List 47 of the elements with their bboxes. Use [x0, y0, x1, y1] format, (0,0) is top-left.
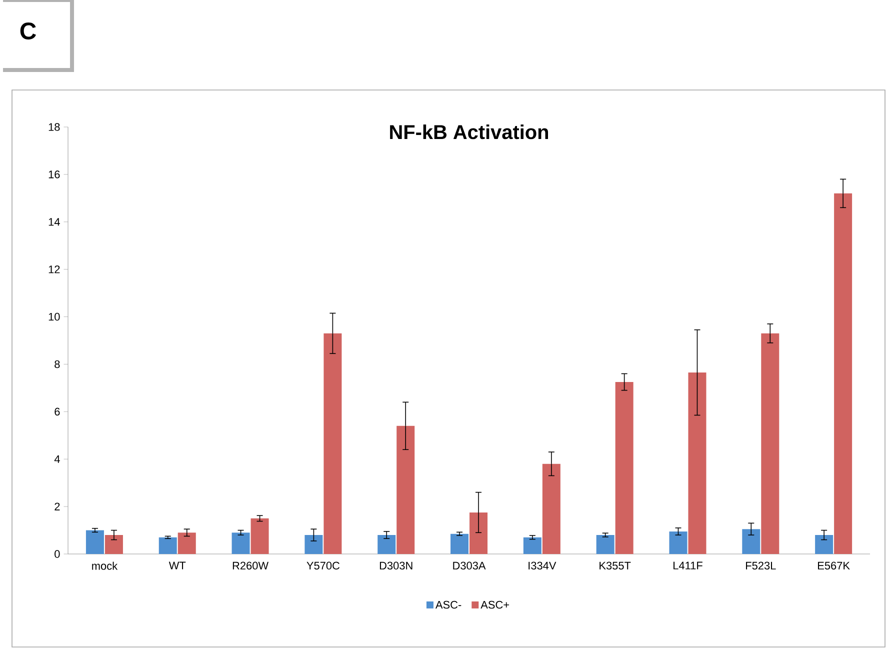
- x-tick-label: WT: [168, 562, 186, 570]
- y-tick-label: 18: [48, 123, 60, 131]
- bar: [761, 333, 780, 554]
- text: C: [20, 22, 36, 40]
- bar: [688, 372, 706, 554]
- bar: [834, 193, 852, 554]
- x-tick-label: L411F: [674, 562, 702, 570]
- x-tick-label: F523L: [746, 562, 776, 570]
- x-tick-label: D303N: [380, 562, 412, 570]
- bar: [178, 532, 196, 554]
- legend-label: ASC+: [480, 600, 510, 609]
- bar: [470, 512, 488, 554]
- y-tick-label: 0: [54, 550, 60, 558]
- bar: [304, 535, 323, 554]
- x-tick-label: D303A: [453, 562, 486, 570]
- bar: [815, 535, 834, 554]
- y-tick-label: 10: [48, 312, 60, 321]
- bar: [669, 531, 688, 554]
- y-tick-label: 2: [54, 502, 60, 510]
- bar: [542, 464, 560, 554]
- bar: [742, 529, 760, 554]
- legend-label: ASC-: [435, 600, 462, 609]
- x-tick-label: Y570C: [306, 562, 340, 570]
- bar: [596, 535, 614, 554]
- x-tick-label: E567K: [818, 562, 850, 570]
- bar: [232, 532, 250, 554]
- bar: [104, 535, 123, 554]
- bar: [86, 530, 104, 554]
- y-tick-label: 8: [54, 360, 60, 368]
- bar: [324, 333, 342, 554]
- bar: [450, 534, 469, 554]
- x-tick-label: R260W: [232, 562, 268, 570]
- chart-title: NF-kB Activation: [390, 124, 548, 140]
- x-tick-label: K355T: [600, 562, 631, 570]
- bar: [158, 537, 177, 554]
- bar: [250, 518, 269, 554]
- y-tick-label: 16: [48, 170, 60, 178]
- bar: [523, 537, 542, 554]
- bar: [615, 382, 634, 554]
- y-tick-label: 6: [54, 408, 60, 416]
- y-tick-label: 4: [54, 455, 60, 463]
- bar: [396, 426, 415, 554]
- x-tick-label: I334V: [528, 562, 556, 570]
- y-tick-label: 14: [48, 218, 60, 226]
- y-tick-label: 12: [48, 266, 60, 274]
- x-tick-label: mock: [92, 562, 118, 570]
- bar: [378, 535, 396, 554]
